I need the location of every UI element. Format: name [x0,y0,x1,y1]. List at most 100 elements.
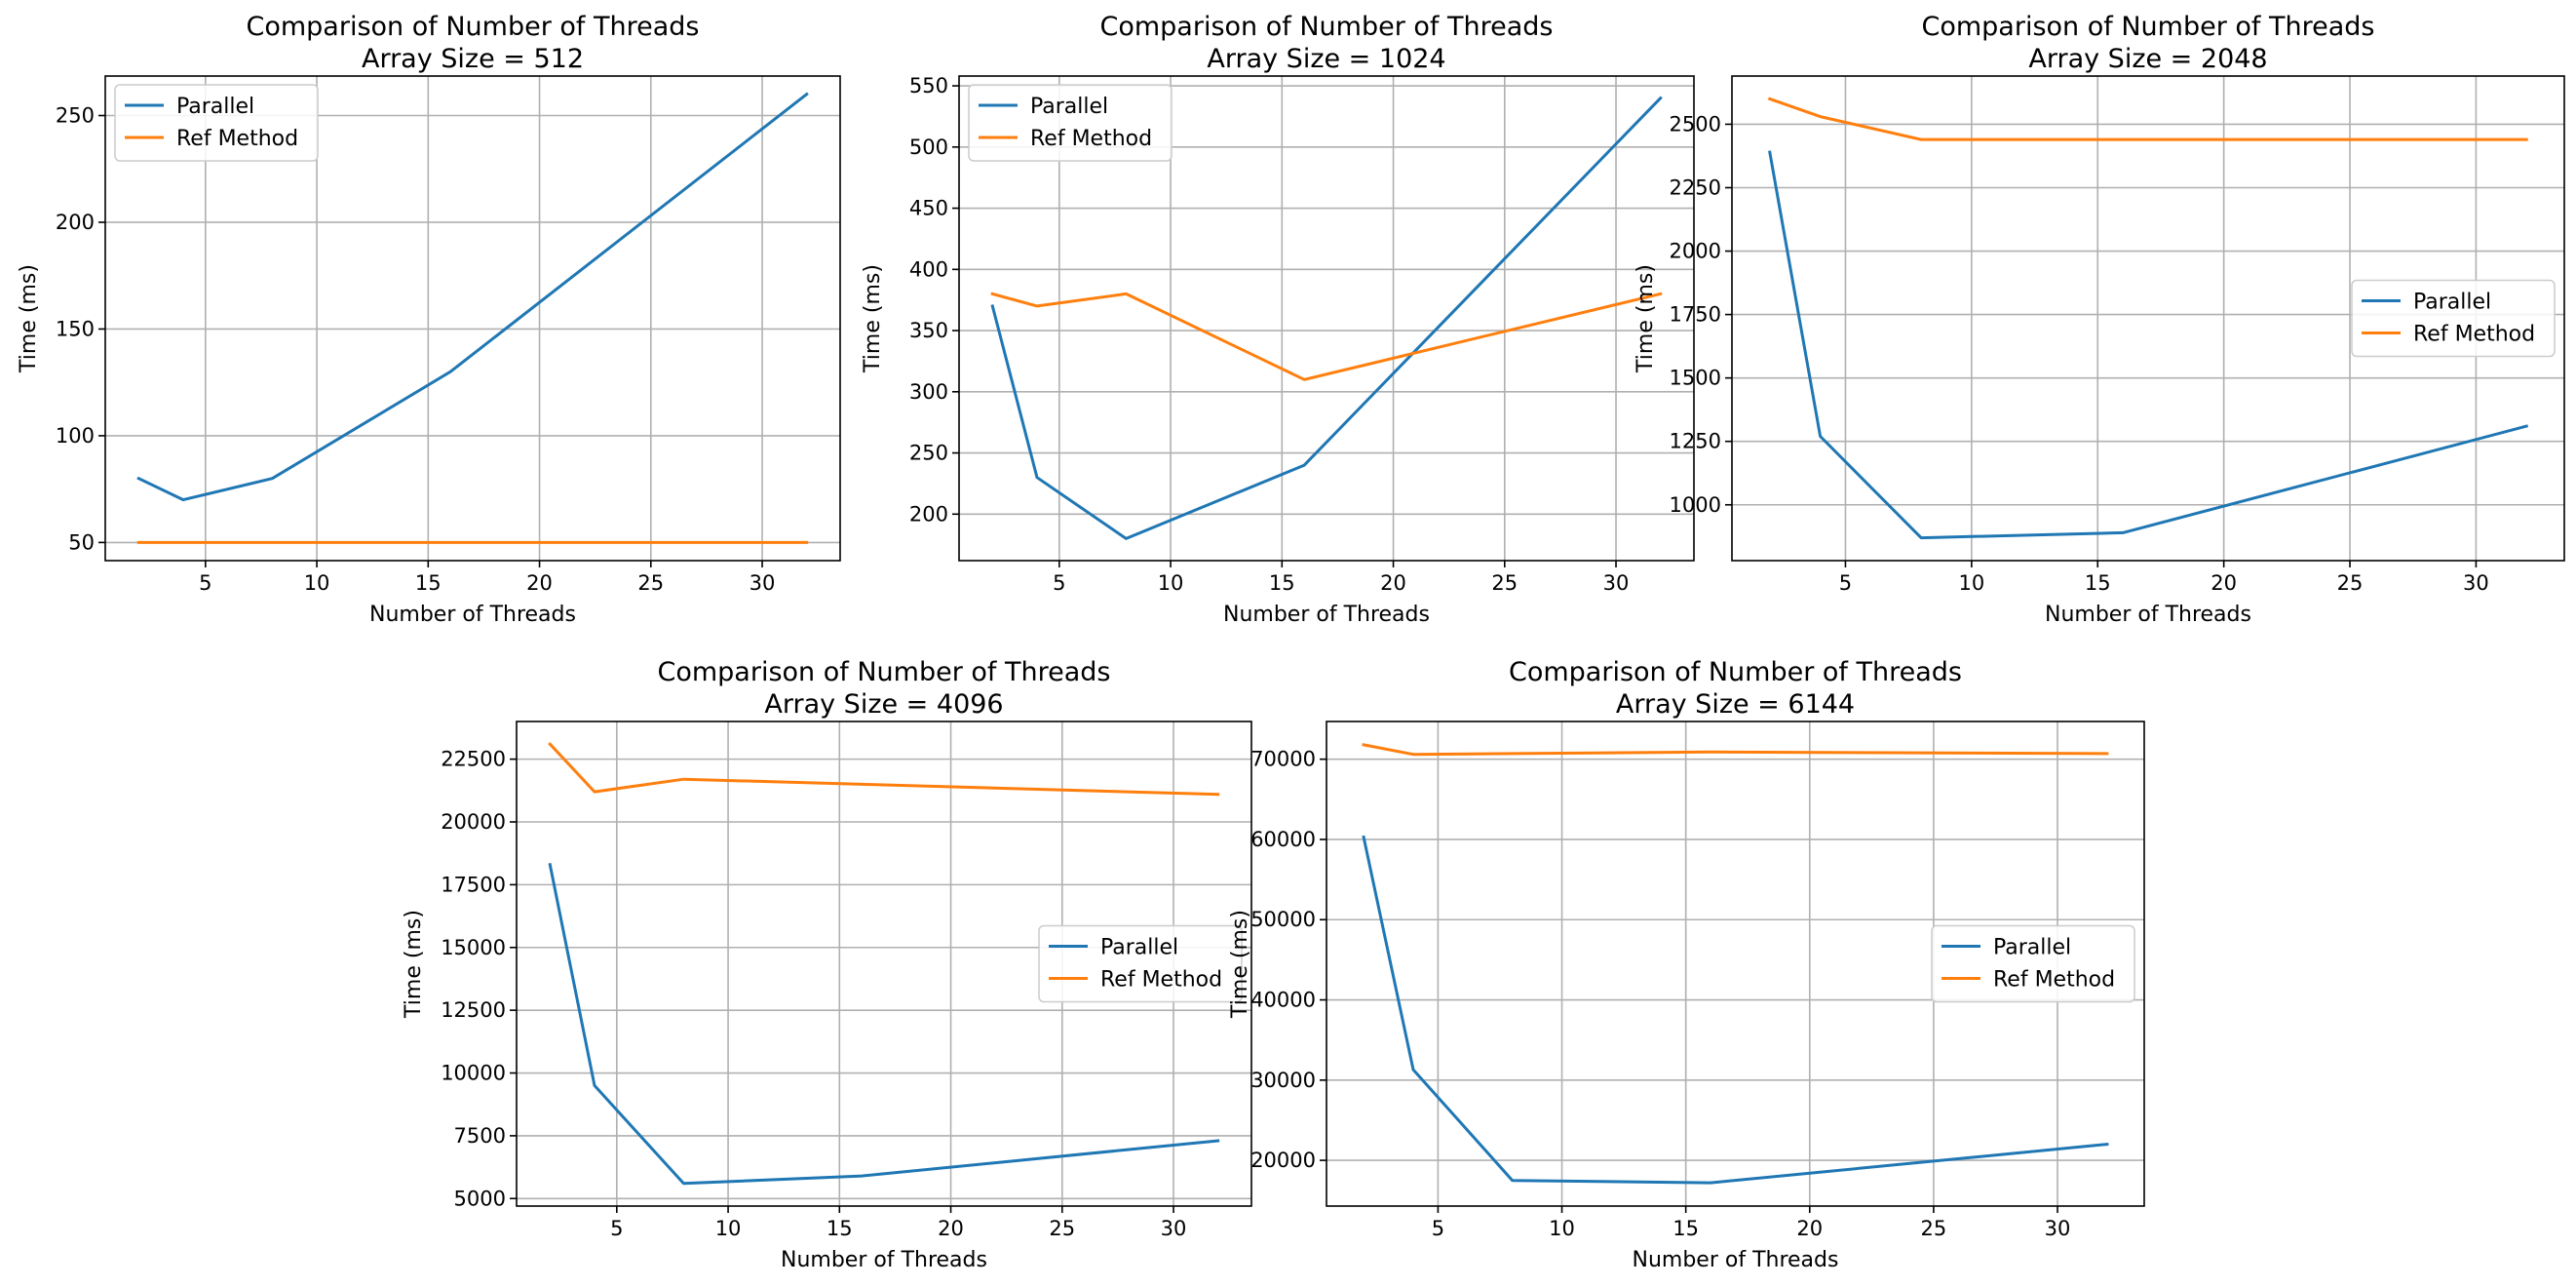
legend: Parallel Ref Method [114,84,319,162]
y-tick-label: 12500 [441,998,506,1022]
legend-label: Parallel [2413,291,2491,315]
series-line-ref-method [548,742,1220,797]
x-tick-label: 15 [415,571,442,595]
chart-subtitle: Array Size = 512 [362,44,584,74]
x-tick-label: 20 [1796,1217,1823,1240]
legend: Parallel Ref Method [2351,279,2556,358]
y-tick-label: 200 [909,502,948,526]
y-tick-label: 200 [56,211,95,234]
y-axis-label: Time (ms) [402,910,426,1019]
series-line-ref-method [990,292,1663,381]
x-tick-label: 15 [2085,571,2111,595]
x-tick-label: 30 [1161,1217,1187,1240]
y-axis-label: Time (ms) [1228,910,1252,1019]
y-tick-label: 30000 [1250,1069,1316,1092]
y-tick-label: 15000 [441,936,506,959]
y-tick-label: 1750 [1670,303,1721,327]
y-tick-label: 22500 [441,748,506,771]
chart-title: Comparison of Number of Threads [1509,657,1962,687]
x-tick-label: 25 [1921,1217,1947,1240]
chart-panel: 5 10 15 20 25 30 20000 30000 40000 50000 60000 7000… [1228,657,2145,1272]
legend-box [968,84,1173,162]
x-tick-label: 25 [637,571,664,595]
y-tick-label: 1250 [1670,430,1721,453]
x-tick-label: 10 [1549,1217,1575,1240]
chart-subtitle: Array Size = 4096 [764,689,1003,720]
plot-frame [958,75,1695,562]
series-line-parallel [1768,150,2529,540]
series-line-ref-method [1362,743,2109,757]
y-tick-label: 20000 [441,810,506,834]
plot-frame [1326,721,2145,1207]
y-tick-label: 300 [909,380,948,404]
plot-frame [104,75,841,562]
legend-label: Ref Method [1100,968,1222,993]
x-tick-label: 5 [610,1217,623,1240]
series-line-parallel [1362,835,2109,1185]
chart-subtitle: Array Size = 6144 [1616,689,1855,720]
x-tick-label: 30 [2045,1217,2071,1240]
y-tick-label: 60000 [1250,828,1316,851]
y-tick-label: 2250 [1670,176,1721,199]
x-tick-label: 15 [1672,1217,1699,1240]
legend: Parallel Ref Method [1931,924,2135,1003]
x-tick-label: 5 [199,571,211,595]
y-tick-label: 10000 [441,1062,506,1085]
y-axis-label: Time (ms) [17,264,41,373]
legend-label: Ref Method [1030,127,1152,151]
y-tick-label: 50000 [1250,908,1316,931]
plot-frame [516,721,1252,1207]
plot-frame [1731,75,2565,562]
legend-label: Parallel [1030,95,1108,119]
y-tick-label: 20000 [1250,1149,1316,1172]
x-tick-label: 5 [1432,1217,1444,1240]
x-tick-label: 25 [1491,571,1518,595]
x-tick-label: 20 [938,1217,964,1240]
x-tick-label: 30 [750,571,776,595]
legend-label: Ref Method [1993,968,2115,993]
legend-label: Ref Method [2413,323,2535,347]
x-tick-label: 30 [1603,571,1630,595]
legend-label: Parallel [1993,936,2071,960]
y-tick-label: 250 [56,104,95,128]
series-line-ref-method [1767,97,2528,141]
y-tick-label: 50 [68,530,95,554]
x-axis-label: Number of Threads [2045,603,2251,627]
x-tick-label: 5 [1839,571,1852,595]
y-tick-label: 550 [909,74,948,98]
y-tick-label: 400 [909,257,948,281]
legend-box [2351,279,2556,358]
y-tick-label: 2500 [1670,112,1721,136]
chart-panel: 5 10 15 20 25 30 1000 1250 1500 1750 2000 2250 2500 C… [1634,12,2565,627]
x-tick-label: 25 [2337,571,2364,595]
y-axis-label: Time (ms) [1634,264,1658,373]
x-tick-label: 25 [1049,1217,1075,1240]
y-tick-label: 350 [909,319,948,342]
x-tick-label: 15 [1269,571,1295,595]
y-axis-label: Time (ms) [861,264,885,373]
chart-subtitle: Array Size = 1024 [1207,44,1445,74]
chart-subtitle: Array Size = 2048 [2028,44,2267,74]
x-axis-label: Number of Threads [1633,1248,1839,1272]
x-tick-label: 20 [1380,571,1406,595]
legend-label: Parallel [1100,936,1178,960]
x-tick-label: 10 [715,1217,742,1240]
x-axis-label: Number of Threads [781,1248,987,1272]
y-tick-label: 500 [909,136,948,159]
legend-box [114,84,319,162]
legend-box [1931,924,2135,1003]
x-axis-label: Number of Threads [369,603,576,627]
x-tick-label: 20 [526,571,553,595]
x-axis-label: Number of Threads [1223,603,1430,627]
x-tick-label: 10 [304,571,330,595]
y-tick-label: 150 [56,317,95,340]
chart-title: Comparison of Number of Threads [1100,12,1554,42]
chart-panel: 5 10 15 20 25 30 50 100 150 200 250 Comparison of N… [17,12,841,627]
x-tick-label: 5 [1053,571,1065,595]
y-tick-label: 70000 [1250,748,1316,771]
y-tick-label: 100 [56,424,95,448]
y-tick-label: 17500 [441,873,506,896]
y-tick-label: 450 [909,197,948,220]
chart-title: Comparison of Number of Threads [247,12,700,42]
